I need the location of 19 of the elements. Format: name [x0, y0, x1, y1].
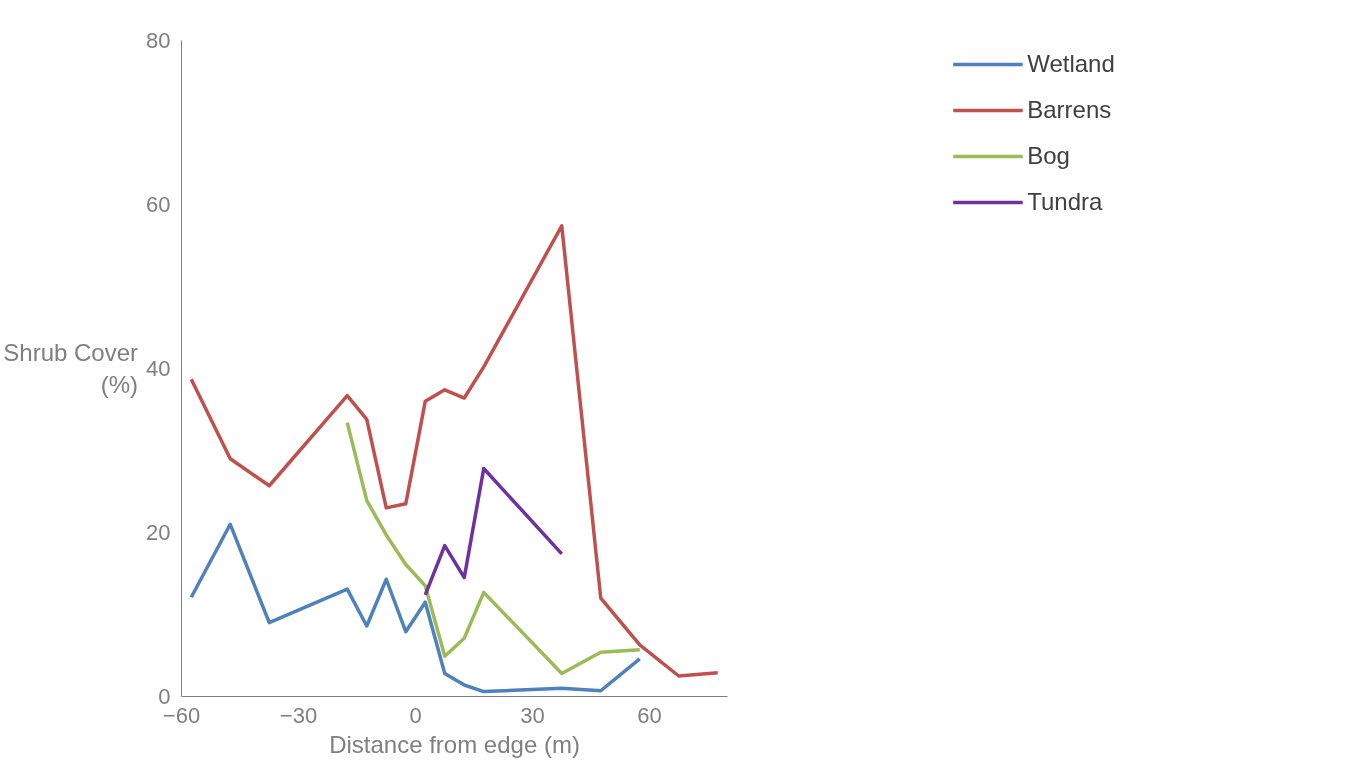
x-axis-title: Distance from edge (m)	[329, 730, 580, 758]
y-tick-label: 0	[158, 684, 171, 709]
x-tick-label: 0	[409, 702, 422, 728]
x-tick-label: 30	[520, 702, 545, 728]
line-series	[189, 224, 720, 678]
x-tick-label: −30	[279, 702, 318, 728]
y-tick-label: 20	[146, 520, 171, 545]
y-tick-label: 80	[146, 28, 171, 53]
x-tick-label: 60	[637, 702, 662, 728]
legend-label: Tundra	[1027, 188, 1103, 216]
legend-label: Bog	[1027, 142, 1070, 170]
legend-label: Wetland	[1027, 50, 1115, 78]
y-tick-label: 60	[146, 192, 171, 217]
line-series	[423, 466, 564, 597]
legend-label: Barrens	[1027, 96, 1112, 124]
line-series	[345, 420, 642, 676]
y-axis-title: Shrub Cover (%)	[3, 338, 139, 399]
line-series	[189, 522, 642, 694]
y-tick-label: 40	[146, 356, 171, 381]
